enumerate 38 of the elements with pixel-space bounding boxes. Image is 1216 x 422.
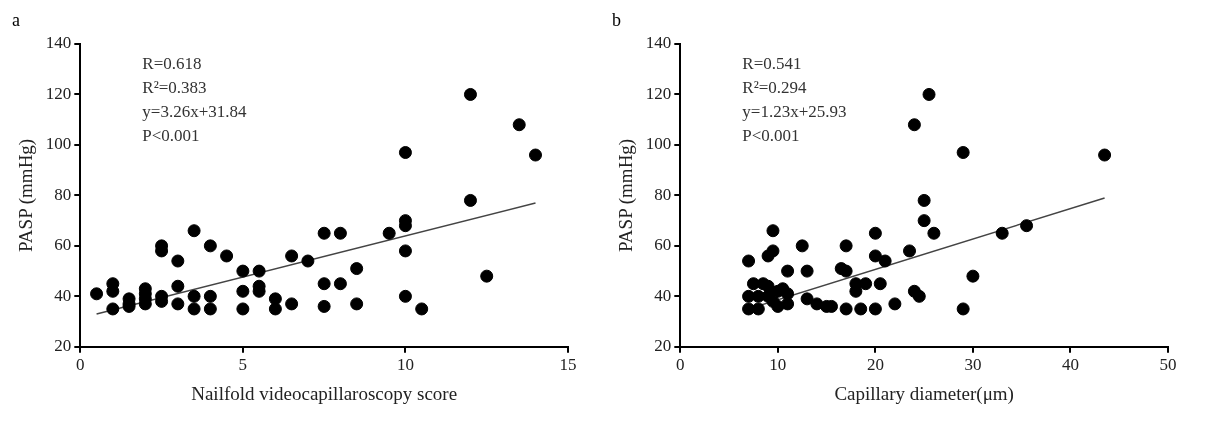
annotation: R²=0.383 <box>142 77 207 97</box>
y-tick-label: 120 <box>645 83 672 103</box>
y-tick-label: 120 <box>45 83 72 103</box>
y-tick-label: 40 <box>654 285 672 305</box>
annotation: R=0.618 <box>142 53 202 73</box>
y-tick-label: 80 <box>654 184 672 204</box>
x-axis-title: Nailfold videocapillaroscopy score <box>191 382 458 404</box>
y-tick-label: 140 <box>45 33 72 53</box>
x-tick-label: 5 <box>238 355 248 375</box>
y-axis-title: PASP (mmHg) <box>15 138 38 252</box>
y-tick-label: 100 <box>645 134 672 154</box>
x-tick-label: 30 <box>964 355 982 375</box>
x-tick-label: 20 <box>866 355 884 375</box>
x-tick-label: 50 <box>1159 355 1177 375</box>
x-tick-label: 0 <box>676 355 685 375</box>
y-tick-label: 60 <box>54 235 72 255</box>
y-axis-title: PASP (mmHg) <box>615 138 638 252</box>
y-tick-label: 100 <box>45 134 72 154</box>
y-tick-label: 60 <box>654 235 672 255</box>
annotation: y=3.26x+31.84 <box>142 101 247 121</box>
y-tick-label: 80 <box>54 184 72 204</box>
annotation: P<0.001 <box>742 125 800 145</box>
x-tick-label: 10 <box>769 355 787 375</box>
y-tick-label: 20 <box>54 336 72 356</box>
y-tick-label: 140 <box>645 33 672 53</box>
chart-title: a <box>12 9 20 30</box>
annotation: R²=0.294 <box>742 77 808 97</box>
y-tick-label: 20 <box>654 336 672 356</box>
x-tick-label: 0 <box>76 355 85 375</box>
x-tick-label: 40 <box>1061 355 1079 375</box>
y-tick-label: 40 <box>54 285 72 305</box>
annotation: P<0.001 <box>142 125 200 145</box>
annotation: R=0.541 <box>742 53 802 73</box>
chart-title: b <box>612 9 621 30</box>
x-tick-label: 15 <box>559 355 577 375</box>
annotation: y=1.23x+25.93 <box>742 101 847 121</box>
x-tick-label: 10 <box>396 355 414 375</box>
x-axis-title: Capillary diameter(μm) <box>834 382 1014 405</box>
